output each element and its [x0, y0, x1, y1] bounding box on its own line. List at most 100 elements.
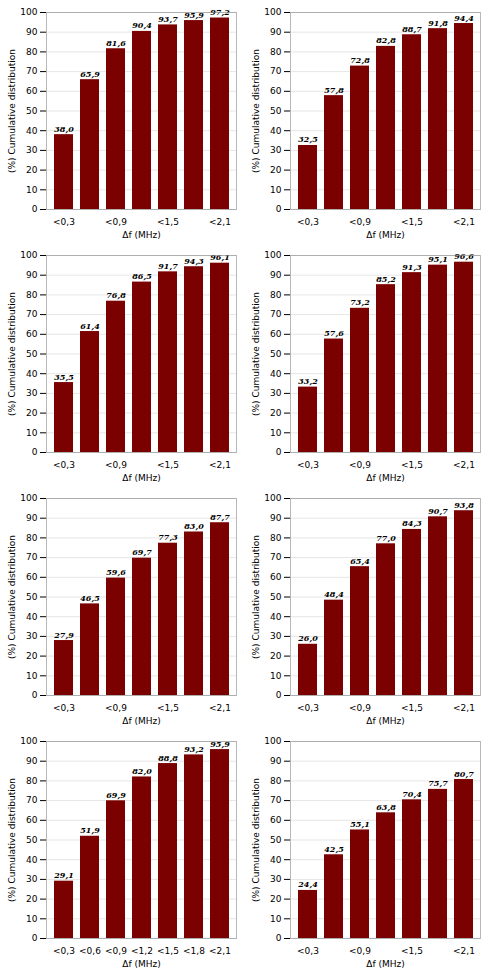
svg-text:72,8: 72,8: [350, 55, 370, 65]
svg-text:30: 30: [26, 874, 38, 884]
svg-text:85,2: 85,2: [376, 274, 396, 284]
svg-text:<1,2: <1,2: [131, 946, 153, 956]
svg-text:81,6: 81,6: [106, 38, 126, 48]
svg-text:20: 20: [270, 651, 282, 661]
svg-text:(%) Cumulative distribution: (%) Cumulative distribution: [251, 778, 261, 902]
svg-text:100: 100: [20, 493, 37, 503]
svg-text:Δf (MHz): Δf (MHz): [122, 716, 160, 726]
svg-text:95,9: 95,9: [210, 739, 230, 749]
svg-text:Δf (MHz): Δf (MHz): [122, 230, 160, 240]
svg-text:<0,9: <0,9: [105, 703, 127, 713]
svg-text:61,4: 61,4: [80, 321, 100, 331]
svg-text:0: 0: [32, 204, 38, 214]
svg-text:Δf (MHz): Δf (MHz): [366, 473, 404, 483]
svg-text:82,8: 82,8: [376, 35, 396, 45]
svg-text:Δf (MHz): Δf (MHz): [122, 959, 160, 969]
svg-text:40: 40: [26, 369, 38, 379]
svg-text:<0,3: <0,3: [53, 703, 75, 713]
svg-text:10: 10: [270, 185, 282, 195]
svg-text:10: 10: [26, 428, 38, 438]
svg-text:91,8: 91,8: [428, 18, 448, 28]
svg-text:91,7: 91,7: [158, 261, 178, 271]
svg-text:<1,5: <1,5: [157, 460, 179, 470]
svg-text:27,9: 27,9: [53, 630, 74, 640]
svg-text:<2,1: <2,1: [209, 703, 231, 713]
svg-text:60: 60: [26, 572, 38, 582]
svg-text:93,7: 93,7: [158, 14, 178, 24]
svg-text:<0,9: <0,9: [349, 946, 371, 956]
svg-text:0: 0: [32, 447, 38, 457]
svg-text:50: 50: [26, 592, 38, 602]
svg-text:<1,5: <1,5: [157, 703, 179, 713]
svg-text:48,4: 48,4: [324, 589, 344, 599]
svg-text:90,7: 90,7: [428, 506, 448, 516]
svg-text:<0,3: <0,3: [297, 703, 319, 713]
svg-text:20: 20: [270, 408, 282, 418]
svg-text:60: 60: [26, 86, 38, 96]
svg-text:88,7: 88,7: [402, 24, 422, 34]
svg-text:0: 0: [32, 690, 38, 700]
svg-text:<1,5: <1,5: [401, 460, 423, 470]
svg-text:10: 10: [270, 671, 282, 681]
svg-text:82,0: 82,0: [132, 766, 152, 776]
svg-text:90: 90: [270, 513, 282, 523]
svg-text:20: 20: [26, 651, 38, 661]
svg-text:Δf (MHz): Δf (MHz): [366, 230, 404, 240]
svg-text:84,3: 84,3: [402, 518, 422, 528]
svg-text:50: 50: [270, 349, 282, 359]
svg-text:70: 70: [26, 795, 38, 805]
svg-text:93,2: 93,2: [184, 744, 204, 754]
svg-text:100: 100: [20, 250, 37, 260]
svg-text:<1,5: <1,5: [157, 946, 179, 956]
svg-text:20: 20: [26, 408, 38, 418]
svg-text:20: 20: [26, 894, 38, 904]
svg-text:70: 70: [26, 552, 38, 562]
svg-text:<2,1: <2,1: [453, 460, 475, 470]
svg-text:<0,9: <0,9: [349, 460, 371, 470]
svg-text:<0,3: <0,3: [53, 946, 75, 956]
svg-text:83,0: 83,0: [184, 521, 204, 531]
svg-text:30: 30: [270, 145, 282, 155]
svg-text:30: 30: [270, 388, 282, 398]
svg-text:<1,5: <1,5: [401, 946, 423, 956]
svg-text:<2,1: <2,1: [453, 217, 475, 227]
svg-text:60: 60: [26, 329, 38, 339]
svg-text:63,8: 63,8: [376, 802, 396, 812]
svg-text:(%) Cumulative distribution: (%) Cumulative distribution: [251, 535, 261, 659]
svg-text:50: 50: [270, 592, 282, 602]
svg-text:40: 40: [26, 126, 38, 136]
svg-text:<2,1: <2,1: [209, 460, 231, 470]
svg-text:26,0: 26,0: [297, 633, 318, 643]
svg-text:20: 20: [270, 894, 282, 904]
svg-text:<0,3: <0,3: [53, 460, 75, 470]
svg-text:<0,3: <0,3: [297, 460, 319, 470]
svg-text:(%) Cumulative distribution: (%) Cumulative distribution: [251, 49, 261, 173]
svg-text:40: 40: [270, 612, 282, 622]
svg-text:50: 50: [26, 835, 38, 845]
svg-text:42,5: 42,5: [324, 844, 344, 854]
svg-text:40: 40: [270, 855, 282, 865]
svg-text:40: 40: [270, 369, 282, 379]
svg-text:59,6: 59,6: [106, 567, 126, 577]
svg-text:57,8: 57,8: [324, 85, 344, 95]
svg-text:90,4: 90,4: [132, 20, 152, 30]
svg-text:100: 100: [264, 250, 281, 260]
svg-text:<0,9: <0,9: [105, 460, 127, 470]
svg-text:0: 0: [276, 933, 282, 943]
svg-text:0: 0: [276, 690, 282, 700]
svg-text:88,8: 88,8: [158, 753, 178, 763]
svg-text:70: 70: [26, 309, 38, 319]
svg-text:10: 10: [26, 185, 38, 195]
svg-text:100: 100: [264, 736, 281, 746]
svg-text:60: 60: [270, 572, 282, 582]
svg-text:0: 0: [32, 933, 38, 943]
svg-text:30: 30: [270, 874, 282, 884]
svg-text:20: 20: [26, 165, 38, 175]
svg-text:69,7: 69,7: [132, 547, 152, 557]
svg-text:<2,1: <2,1: [209, 946, 231, 956]
svg-text:30: 30: [26, 388, 38, 398]
svg-text:<1,8: <1,8: [183, 946, 205, 956]
svg-text:(%) Cumulative distribution: (%) Cumulative distribution: [251, 292, 261, 416]
svg-text:70,4: 70,4: [402, 789, 422, 799]
svg-text:40: 40: [270, 126, 282, 136]
